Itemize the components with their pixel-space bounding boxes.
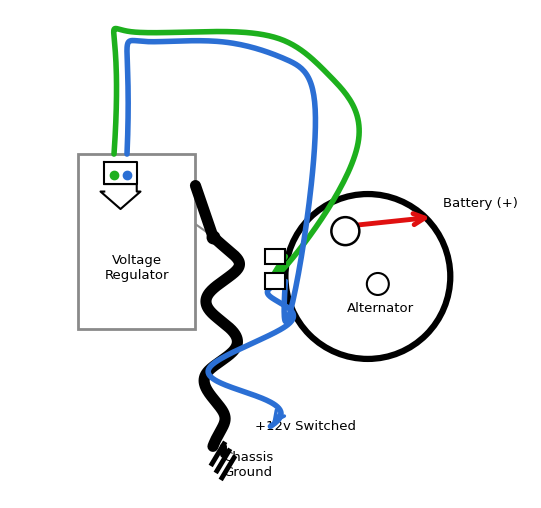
- Circle shape: [367, 273, 389, 295]
- Text: Alternator: Alternator: [347, 302, 414, 315]
- Circle shape: [286, 194, 450, 359]
- Text: Battery (+): Battery (+): [443, 197, 518, 210]
- Bar: [78, 154, 195, 329]
- Text: Voltage
Regulator: Voltage Regulator: [104, 253, 169, 282]
- Text: Chassis
Ground: Chassis Ground: [223, 452, 273, 480]
- Circle shape: [332, 217, 359, 245]
- Bar: [266, 273, 286, 290]
- Bar: [266, 248, 286, 265]
- Text: +12v Switched: +12v Switched: [255, 420, 356, 433]
